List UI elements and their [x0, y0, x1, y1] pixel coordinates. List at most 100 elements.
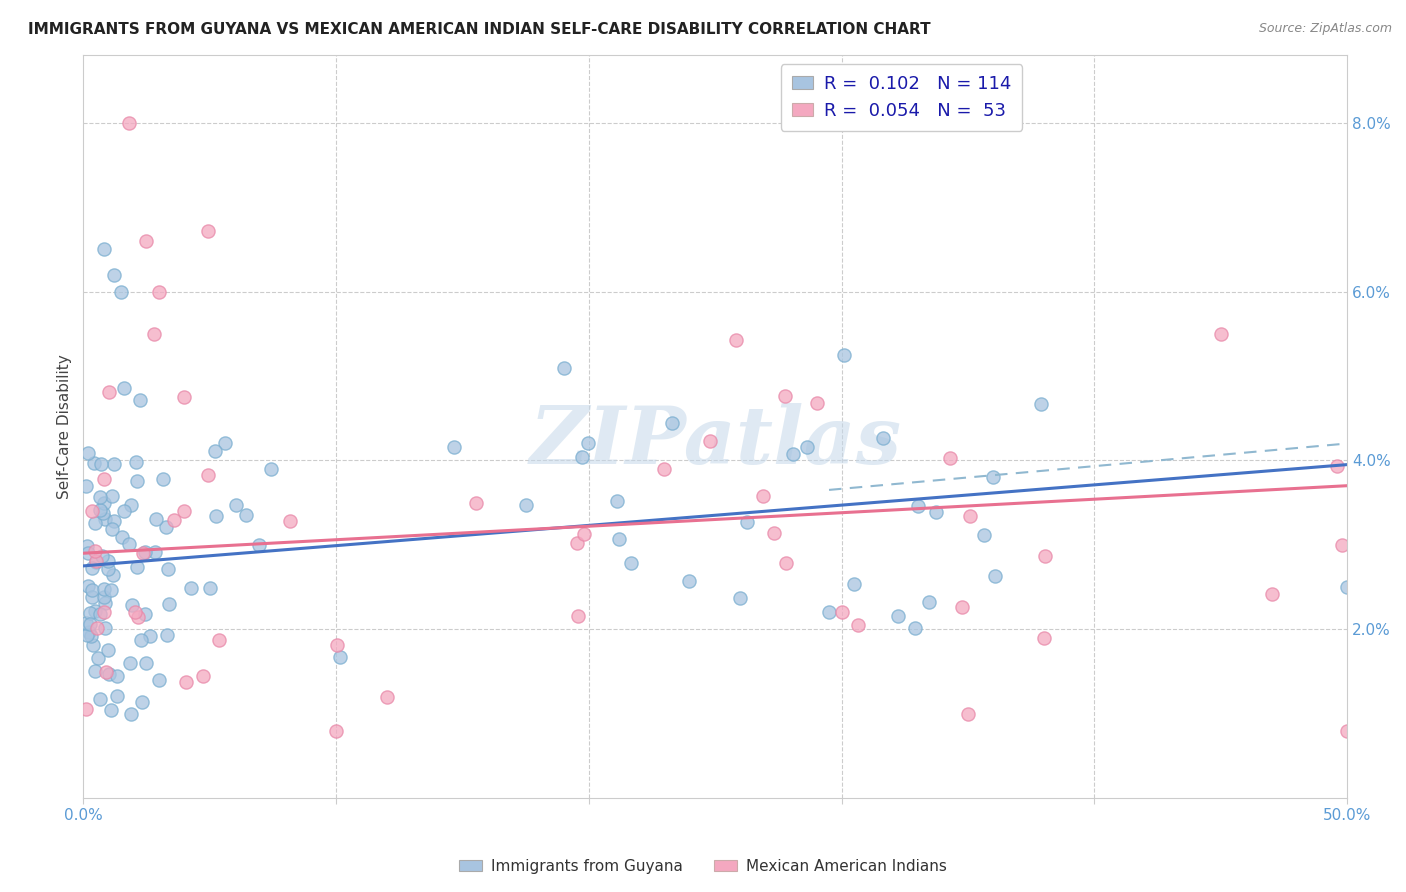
Point [93, 496, 115, 510]
Point [93, 582, 115, 596]
Point [80, 628, 103, 642]
Point [93, 621, 115, 635]
Point [76, 540, 98, 554]
Point [96, 642, 118, 657]
Point [652, 462, 675, 476]
Point [763, 526, 786, 541]
Point [983, 569, 1005, 583]
Legend: Immigrants from Guyana, Mexican American Indians: Immigrants from Guyana, Mexican American… [453, 853, 953, 880]
Point [973, 528, 995, 542]
Point [806, 396, 828, 410]
Point [127, 609, 149, 624]
Point [93, 242, 115, 256]
Point [84, 554, 107, 568]
Point [120, 498, 142, 512]
Point [134, 607, 156, 622]
Point [1029, 397, 1052, 411]
Point [97, 554, 120, 568]
Point [796, 440, 818, 454]
Point [83, 516, 105, 530]
Point [846, 617, 869, 632]
Point [1326, 459, 1348, 474]
Legend: R =  0.102   N = 114, R =  0.054   N =  53: R = 0.102 N = 114, R = 0.054 N = 53 [780, 64, 1022, 131]
Point [127, 560, 149, 574]
Text: IMMIGRANTS FROM GUYANA VS MEXICAN AMERICAN INDIAN SELF-CARE DISABILITY CORRELATI: IMMIGRANTS FROM GUYANA VS MEXICAN AMERIC… [28, 22, 931, 37]
Point [699, 434, 721, 448]
Point [872, 431, 894, 445]
Point [198, 581, 221, 595]
Point [572, 527, 595, 541]
Point [204, 443, 226, 458]
Point [121, 598, 143, 612]
Text: ZIPatlas: ZIPatlas [529, 402, 901, 480]
Point [80, 590, 103, 604]
Point [128, 392, 150, 407]
Point [80, 504, 103, 518]
Point [111, 530, 134, 544]
Point [173, 504, 195, 518]
Point [925, 505, 948, 519]
Point [94, 512, 117, 526]
Point [75, 616, 97, 631]
Point [87, 650, 110, 665]
Point [571, 450, 593, 464]
Point [752, 489, 775, 503]
Point [235, 508, 257, 523]
Point [76, 445, 98, 459]
Point [124, 605, 146, 619]
Point [775, 389, 797, 403]
Point [124, 455, 146, 469]
Point [983, 470, 1005, 484]
Point [278, 514, 301, 528]
Point [724, 334, 747, 348]
Point [842, 577, 865, 591]
Point [139, 629, 162, 643]
Point [887, 608, 910, 623]
Point [143, 545, 166, 559]
Point [567, 609, 589, 624]
Point [163, 513, 186, 527]
Point [197, 467, 219, 482]
Point [80, 582, 103, 597]
Point [75, 702, 97, 716]
Point [214, 436, 236, 450]
Point [82, 638, 104, 652]
Point [127, 474, 149, 488]
Point [75, 479, 97, 493]
Point [1336, 723, 1358, 738]
Point [247, 538, 270, 552]
Point [157, 597, 180, 611]
Point [120, 706, 142, 721]
Point [83, 604, 105, 618]
Point [326, 638, 349, 652]
Point [90, 457, 112, 471]
Point [118, 656, 141, 670]
Point [939, 450, 962, 465]
Point [1033, 549, 1056, 563]
Y-axis label: Self-Care Disability: Self-Care Disability [58, 354, 72, 499]
Point [730, 591, 752, 606]
Point [907, 500, 929, 514]
Point [77, 579, 100, 593]
Point [173, 390, 195, 404]
Point [1209, 326, 1232, 341]
Point [91, 549, 114, 563]
Point [134, 545, 156, 559]
Point [737, 515, 759, 529]
Point [110, 285, 132, 299]
Point [103, 514, 125, 528]
Point [89, 503, 111, 517]
Point [105, 669, 128, 683]
Point [101, 489, 124, 503]
Point [325, 723, 347, 738]
Point [464, 496, 486, 510]
Point [157, 562, 180, 576]
Point [260, 462, 283, 476]
Point [678, 574, 700, 589]
Point [84, 543, 107, 558]
Point [145, 512, 167, 526]
Point [329, 649, 352, 664]
Point [77, 546, 100, 560]
Point [129, 632, 152, 647]
Point [156, 628, 179, 642]
